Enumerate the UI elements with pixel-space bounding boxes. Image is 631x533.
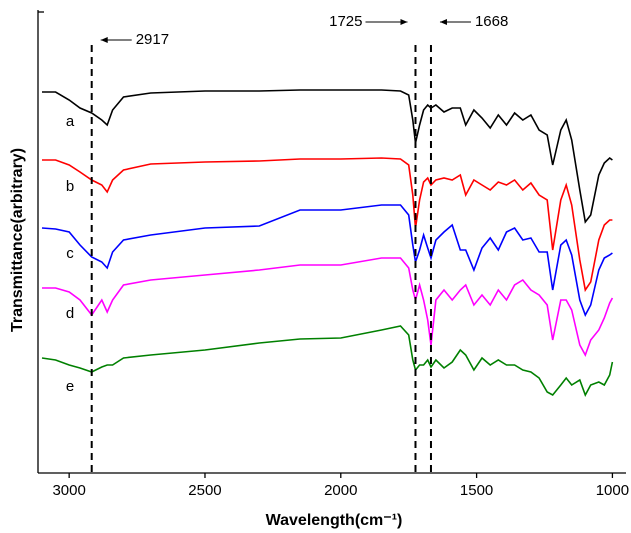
spectrum-line: [42, 257, 614, 357]
arrow-head: [100, 37, 108, 43]
x-tick-label: 2500: [188, 482, 221, 499]
series-label: a: [66, 113, 75, 130]
series-label: e: [66, 378, 74, 395]
annotation-label: 1668: [475, 13, 508, 30]
spectrum-line: [41, 325, 614, 397]
spectrum-line: [42, 89, 613, 224]
x-tick-label: 1000: [596, 482, 629, 499]
annotation-label: 2917: [136, 31, 169, 48]
arrow-head: [439, 19, 447, 25]
x-tick-label: 2000: [324, 482, 357, 499]
series-label: b: [66, 178, 74, 195]
spectrum-line: [42, 157, 613, 293]
y-axis-label: Transmittance(arbitrary): [9, 148, 26, 332]
x-tick-label: 1500: [460, 482, 493, 499]
x-tick-label: 3000: [52, 482, 85, 499]
x-axis-label: Wavelength(cm⁻¹): [266, 512, 403, 529]
series-label: c: [66, 245, 74, 262]
arrow-head: [400, 19, 408, 25]
spectrum-line: [41, 204, 613, 317]
series-label: d: [66, 305, 74, 322]
annotation-label: 1725: [329, 13, 362, 30]
